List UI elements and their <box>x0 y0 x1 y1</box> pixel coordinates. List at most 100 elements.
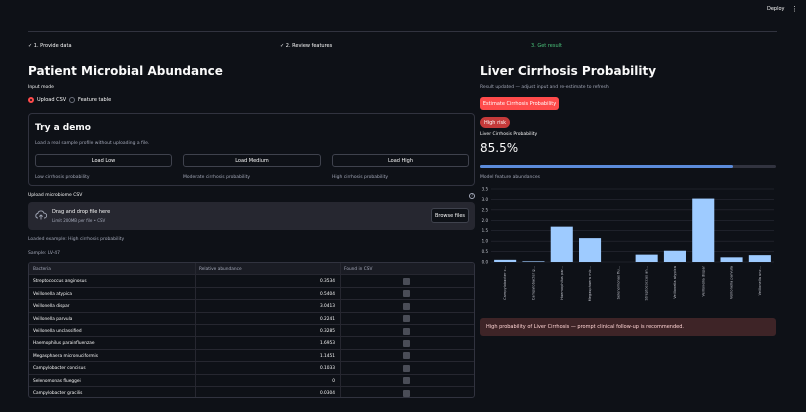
cell-bacteria: Megasphaera micronuciformis <box>33 353 98 359</box>
cloud-upload-icon <box>35 210 47 220</box>
cell-bacteria: Streptococcus anginosus <box>33 279 87 285</box>
radio-label: Upload CSV <box>37 97 67 103</box>
estimate-button[interactable]: Estimate Cirrhosis Probability <box>480 97 559 110</box>
cell-bacteria: Veillonella unclassified <box>33 329 82 334</box>
found-checkbox[interactable] <box>403 290 410 298</box>
main-menu-icon[interactable]: ⋮ <box>791 5 798 13</box>
found-checkbox[interactable] <box>403 364 410 372</box>
cell-abundance: 1.1451 <box>319 353 335 359</box>
step-provide-data: ✓ 1. Provide data <box>28 43 72 49</box>
bar-9[interactable] <box>748 255 771 262</box>
load-low-caption: Low cirrhosis probability <box>35 175 90 180</box>
risk-badge: High risk <box>480 117 510 128</box>
bar-2[interactable] <box>550 226 573 262</box>
radio-selected-icon <box>28 97 34 103</box>
bar-5[interactable] <box>635 254 658 262</box>
table-row[interactable]: Veillonella parvula 0.2241 <box>29 313 474 325</box>
table-row[interactable]: Veillonella atypica 0.5404 <box>29 288 474 301</box>
cell-abundance: 0.0304 <box>319 391 335 396</box>
bar-0[interactable] <box>494 259 517 262</box>
probability-progress-bar <box>480 165 776 168</box>
metric-label: Liver Cirrhosis Probability <box>480 132 538 137</box>
demo-subtitle: Load a real sample profile without uploa… <box>35 141 150 146</box>
found-checkbox[interactable] <box>403 377 410 385</box>
table-row[interactable]: Campylobacter gracilis 0.0304 <box>29 387 474 397</box>
file-dropzone[interactable]: Drag and drop file here Limit 200MB per … <box>28 202 475 230</box>
table-row[interactable]: Megasphaera micronuciformis 1.1451 <box>29 350 474 363</box>
input-mode-label: Input mode <box>28 85 54 90</box>
radio-feature-table[interactable]: Feature table <box>69 97 111 103</box>
table-header: Bacteria Relative abundance Found in CSV <box>29 263 474 276</box>
found-checkbox[interactable] <box>403 389 410 397</box>
table-row[interactable]: Campylobacter concisus 0.1033 <box>29 362 474 375</box>
cell-bacteria: Veillonella parvula <box>33 316 73 322</box>
metric-value: 85.5% <box>480 141 519 155</box>
table-row[interactable]: Selenomonas flueggei 0 <box>29 375 474 387</box>
drop-title: Drag and drop file here <box>52 209 111 215</box>
table-row[interactable]: Haemophilus parainfluenzae 1.6953 <box>29 337 474 350</box>
cell-bacteria: Haemophilus parainfluenzae <box>33 341 95 347</box>
cell-abundance: 0.3534 <box>319 279 335 285</box>
page-title: Patient Microbial Abundance <box>28 64 223 78</box>
found-checkbox[interactable] <box>403 352 410 360</box>
result-title: Liver Cirrhosis Probability <box>480 64 657 78</box>
y-tick-label: 1.0 <box>482 239 489 244</box>
bar-6[interactable] <box>663 250 686 262</box>
load-high-button[interactable]: Load High <box>332 154 469 167</box>
x-tick-label: Veillonella dispar <box>701 265 705 296</box>
bar-3[interactable] <box>579 238 602 262</box>
found-checkbox[interactable] <box>403 302 410 310</box>
cell-bacteria: Selenomonas flueggei <box>33 378 81 384</box>
y-tick-label: 2.5 <box>482 207 489 212</box>
found-checkbox[interactable] <box>403 327 410 335</box>
sample-id-text: Sample: LV-47 <box>28 251 60 256</box>
y-tick-label: 2.0 <box>482 218 489 223</box>
x-tick-label: Campylobacter c... <box>503 266 507 300</box>
bar-8[interactable] <box>720 257 743 262</box>
step-review-features: ✓ 2. Review features <box>280 43 333 49</box>
result-status-text: Result updated — adjust input and re-est… <box>480 85 609 90</box>
y-tick-label: 0.5 <box>482 249 489 254</box>
abundance-table[interactable]: Bacteria Relative abundance Found in CSV… <box>28 262 475 398</box>
y-tick-label: 3.5 <box>482 187 489 192</box>
divider <box>28 31 777 32</box>
column-header-found: Found in CSV <box>344 267 373 272</box>
x-tick-label: Campylobacter g... <box>531 266 535 300</box>
feature-abundance-chart: 0.0 0.5 1.0 1.5 2.0 2.5 3.0 3.5 Campylobacter c.… <box>476 183 776 308</box>
browse-files-button[interactable]: Browse files <box>431 208 469 223</box>
found-checkbox[interactable] <box>403 277 410 285</box>
load-medium-button[interactable]: Load Medium <box>183 154 321 167</box>
demo-title: Try a demo <box>35 123 91 133</box>
x-tick-label: Streptococcus an... <box>645 266 649 301</box>
found-checkbox[interactable] <box>403 339 410 347</box>
cell-abundance: 0 <box>332 378 335 384</box>
upload-label: Upload microbiome CSV <box>28 193 83 198</box>
x-tick-label: Megasphaera mic... <box>588 266 592 301</box>
table-row[interactable]: Streptococcus anginosus 0.3534 <box>29 275 474 288</box>
bar-7[interactable] <box>692 198 715 262</box>
radio-upload-csv[interactable]: Upload CSV <box>28 97 66 103</box>
x-tick-label: Veillonella unc... <box>758 266 762 295</box>
deploy-button[interactable]: Deploy <box>767 6 785 12</box>
cell-abundance: 1.6953 <box>319 341 335 347</box>
demo-panel: Try a demo Load a real sample profile wi… <box>28 113 475 186</box>
radio-label: Feature table <box>78 97 112 103</box>
cell-bacteria: Veillonella dispar <box>33 304 70 310</box>
bar-1[interactable] <box>522 261 545 262</box>
x-tick-label: Selenomonas flu... <box>616 266 620 299</box>
risk-alert: High probability of Liver Cirrhosis — pr… <box>480 318 776 336</box>
load-low-button[interactable]: Load Low <box>35 154 172 167</box>
help-icon[interactable]: ? <box>469 193 475 199</box>
found-checkbox[interactable] <box>403 315 410 323</box>
table-row[interactable]: Veillonella unclassified 0.3285 <box>29 325 474 338</box>
y-tick-label: 3.0 <box>482 197 489 202</box>
cell-abundance: 0.1033 <box>319 366 335 372</box>
load-high-caption: High cirrhosis probability <box>332 175 389 180</box>
radio-unselected-icon <box>69 97 75 103</box>
drop-hint: Limit 200MB per file • CSV <box>52 218 106 223</box>
column-header-abundance: Relative abundance <box>199 267 242 272</box>
column-header-bacteria: Bacteria <box>33 267 51 272</box>
cell-abundance: 3.0413 <box>319 304 335 310</box>
x-tick-label: Veillonella atypica <box>673 266 677 299</box>
table-row[interactable]: Veillonella dispar 3.0413 <box>29 300 474 313</box>
